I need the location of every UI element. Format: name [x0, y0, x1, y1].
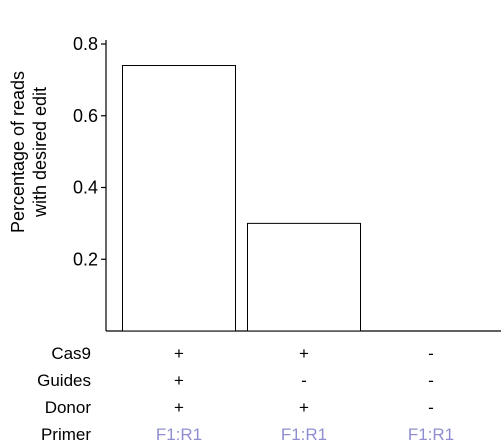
condition-value-donor-3: - [428, 398, 434, 417]
condition-value-primer-2: F1:R1 [281, 425, 327, 444]
bar-2 [247, 222, 361, 332]
y-tick-label: 0.4 [73, 178, 98, 198]
condition-value-guides-2: - [301, 371, 307, 390]
condition-label-guides: Guides [37, 371, 91, 390]
condition-value-cas9-1: + [174, 344, 184, 363]
y-tick-label: 0.6 [73, 106, 98, 126]
y-ticks: 0.2 0.4 0.6 0.8 [73, 34, 106, 269]
condition-value-donor-1: + [174, 398, 184, 417]
bar-1 [122, 65, 236, 332]
y-axis: 0.2 0.4 0.6 0.8 [73, 34, 107, 331]
y-tick-label: 0.2 [73, 249, 98, 269]
condition-value-guides-1: + [174, 371, 184, 390]
y-axis-title: Percentage of reads with desired edit [8, 71, 50, 233]
bars [122, 65, 361, 332]
condition-value-cas9-3: - [428, 344, 434, 363]
condition-label-cas9: Cas9 [51, 344, 91, 363]
y-tick-label: 0.8 [73, 34, 98, 54]
condition-label-primer: Primer [41, 425, 91, 444]
condition-value-donor-2: + [299, 398, 309, 417]
condition-value-primer-1: F1:R1 [156, 425, 202, 444]
condition-table: Cas9 + + - Guides + - - Donor + + - Primer F1:R1 F1:R1… [37, 344, 454, 444]
y-axis-title-line-2: with desired edit [30, 87, 50, 218]
condition-value-primer-3: F1:R1 [408, 425, 454, 444]
y-axis-title-line-1: Percentage of reads [8, 71, 28, 233]
condition-value-cas9-2: + [299, 344, 309, 363]
condition-value-guides-3: - [428, 371, 434, 390]
condition-label-donor: Donor [45, 398, 92, 417]
